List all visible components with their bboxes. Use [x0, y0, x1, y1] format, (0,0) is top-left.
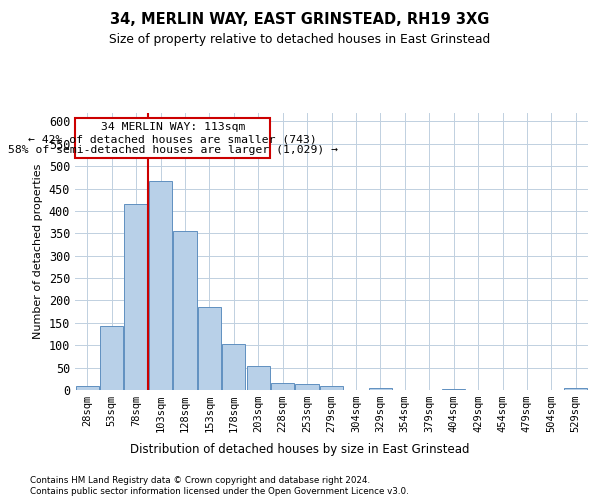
- Text: Contains HM Land Registry data © Crown copyright and database right 2024.: Contains HM Land Registry data © Crown c…: [30, 476, 370, 485]
- Text: ← 42% of detached houses are smaller (743): ← 42% of detached houses are smaller (74…: [28, 135, 317, 145]
- Text: Distribution of detached houses by size in East Grinstead: Distribution of detached houses by size …: [130, 442, 470, 456]
- Bar: [320, 386, 343, 390]
- Bar: [149, 181, 172, 390]
- Bar: [247, 366, 270, 390]
- Bar: [222, 344, 245, 390]
- Bar: [198, 307, 221, 390]
- Bar: [369, 388, 392, 390]
- Text: 34 MERLIN WAY: 113sqm: 34 MERLIN WAY: 113sqm: [101, 122, 245, 132]
- Bar: [564, 388, 587, 390]
- Bar: [76, 386, 99, 390]
- Bar: [173, 231, 197, 390]
- Text: 34, MERLIN WAY, EAST GRINSTEAD, RH19 3XG: 34, MERLIN WAY, EAST GRINSTEAD, RH19 3XG: [110, 12, 490, 26]
- Bar: [124, 204, 148, 390]
- Bar: [295, 384, 319, 390]
- Text: Contains public sector information licensed under the Open Government Licence v3: Contains public sector information licen…: [30, 487, 409, 496]
- Bar: [271, 384, 294, 390]
- Text: Size of property relative to detached houses in East Grinstead: Size of property relative to detached ho…: [109, 32, 491, 46]
- Y-axis label: Number of detached properties: Number of detached properties: [33, 164, 43, 339]
- Bar: [100, 326, 123, 390]
- Bar: [442, 388, 465, 390]
- Text: 58% of semi-detached houses are larger (1,029) →: 58% of semi-detached houses are larger (…: [8, 146, 338, 156]
